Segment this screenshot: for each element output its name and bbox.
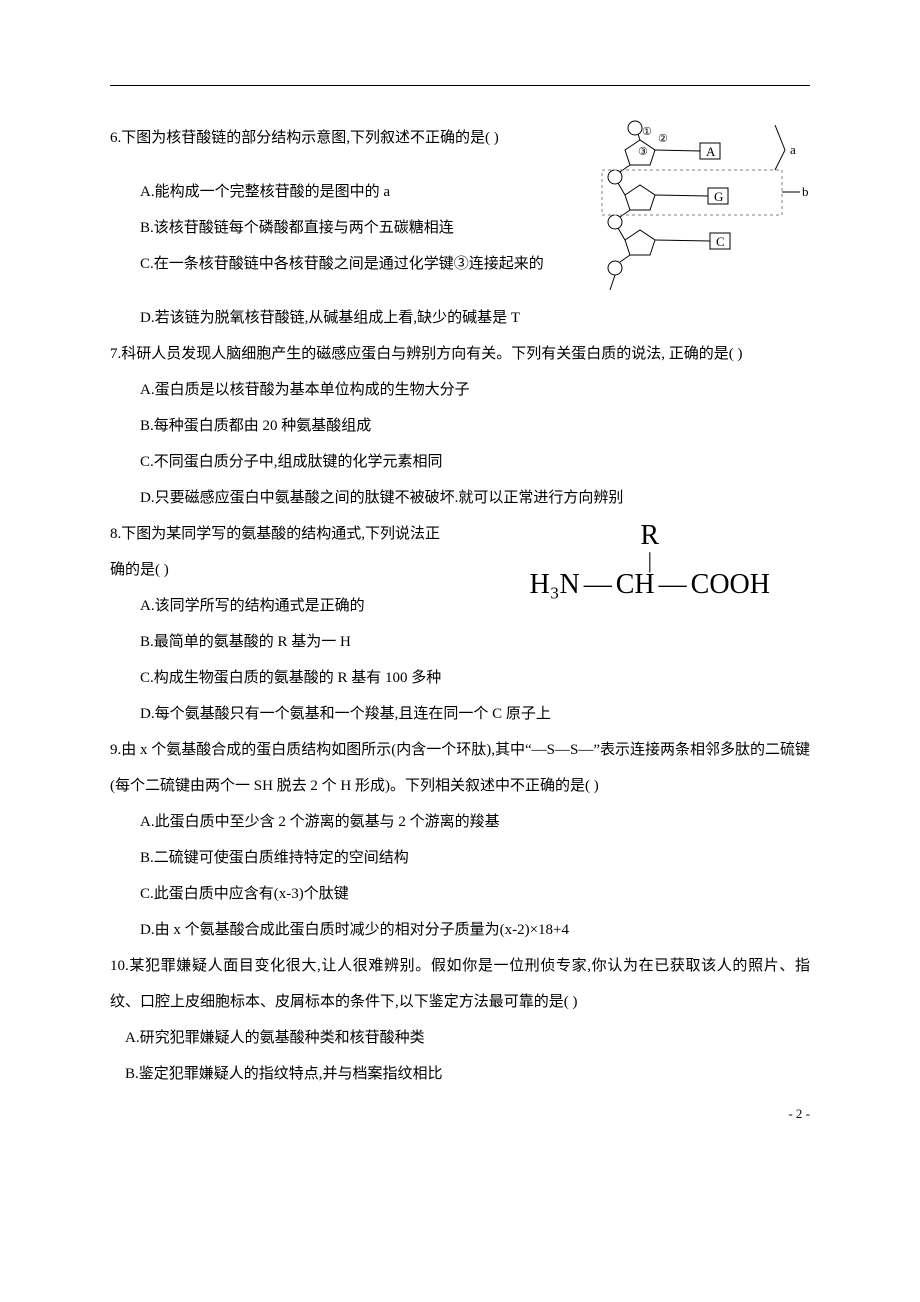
q10-opt-b: B.鉴定犯罪嫌疑人的指纹特点,并与档案指纹相比 [110,1056,810,1092]
q6-diagram: A G C ① ② ③ a b [580,120,810,300]
brace-a: a [790,142,796,157]
q8-opt-b: B.最简单的氨基酸的 R 基为一 H [110,624,810,660]
q8-opt-d: D.每个氨基酸只有一个氨基和一个羧基,且连在同一个 C 原子上 [110,696,810,732]
label-3: ③ [638,146,648,158]
label-1: ① [642,126,652,138]
q9-stem: 9.由 x 个氨基酸合成的蛋白质结构如图所示(内含一个环肽),其中“—S—S—”… [110,732,810,804]
formula-left: H₃N [530,569,580,601]
q8-formula: R | H₃N — CH — COOH [530,521,770,601]
q6-opt-d: D.若该链为脱氧核苷酸链,从碱基组成上看,缺少的碱基是 T [110,300,810,336]
page-number: - 2 - [788,1106,810,1122]
label-2: ② [658,133,668,145]
q8-opt-c: C.构成生物蛋白质的氨基酸的 R 基有 100 多种 [110,660,810,696]
formula-right: COOH [691,569,770,601]
q9-opt-c: C.此蛋白质中应含有(x-3)个肽键 [110,876,810,912]
header-rule [110,85,810,86]
q7-opt-a: A.蛋白质是以核苷酸为基本单位构成的生物大分子 [110,372,810,408]
formula-mid: CH [616,569,655,601]
q10-opt-a: A.研究犯罪嫌疑人的氨基酸种类和核苷酸种类 [110,1020,810,1056]
base-C: C [716,234,725,249]
base-A: A [706,144,716,159]
q10-stem: 10.某犯罪嫌疑人面目变化很大,让人很难辨别。假如你是一位刑侦专家,你认为在已获… [110,948,810,1020]
q9-opt-a: A.此蛋白质中至少含 2 个游离的氨基与 2 个游离的羧基 [110,804,810,840]
q7-opt-c: C.不同蛋白质分子中,组成肽键的化学元素相同 [110,444,810,480]
brace-b: b [802,184,809,199]
q9-opt-d: D.由 x 个氨基酸合成此蛋白质时减少的相对分子质量为(x-2)×18+4 [110,912,810,948]
exam-page: A G C ① ② ③ a b 6.下图为核苷酸链的部分结构示意图,下列叙述不正… [0,0,920,1152]
q7-opt-b: B.每种蛋白质都由 20 种氨基酸组成 [110,408,810,444]
q7-opt-d: D.只要磁感应蛋白中氨基酸之间的肽键不被破坏.就可以正常进行方向辨别 [110,480,810,516]
q7-stem: 7.科研人员发现人脑细胞产生的磁感应蛋白与辨别方向有关。下列有关蛋白质的说法, … [110,336,810,372]
base-G: G [714,189,723,204]
q9-opt-b: B.二硫键可使蛋白质维持特定的空间结构 [110,840,810,876]
